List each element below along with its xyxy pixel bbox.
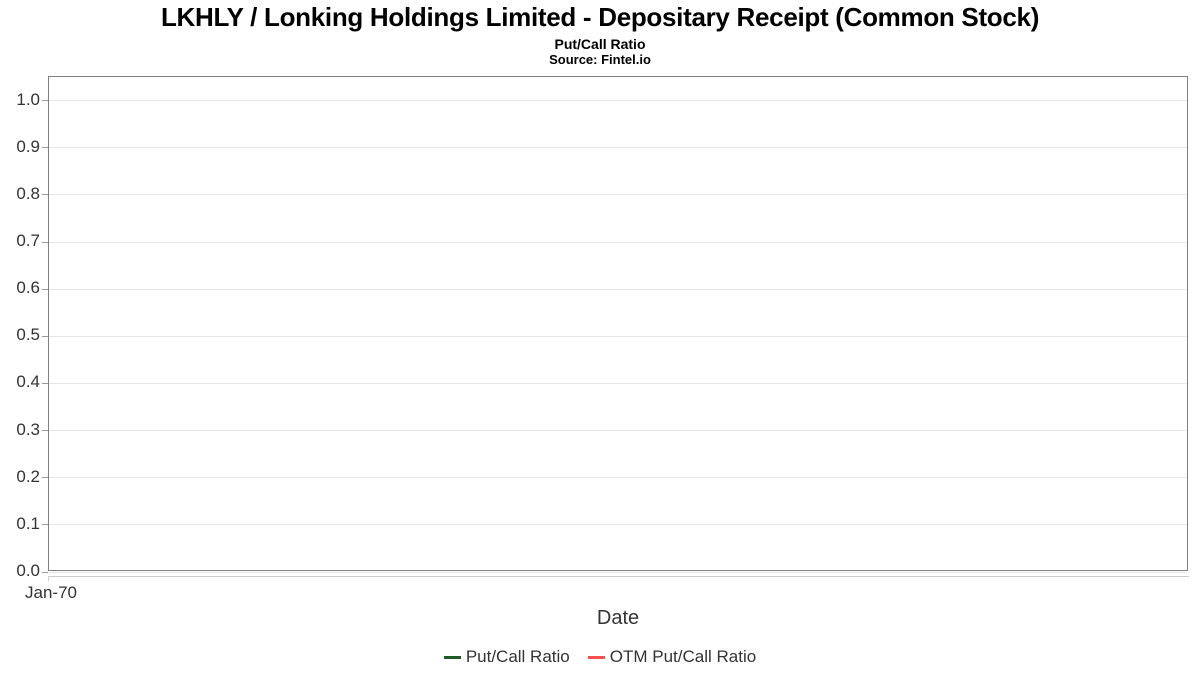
y-axis-tick — [42, 382, 48, 384]
y-axis-tick — [42, 147, 48, 149]
plot-area — [42, 76, 1188, 573]
gridline — [49, 100, 1187, 102]
gridline — [49, 241, 1187, 243]
y-axis-tick — [42, 194, 48, 196]
x-axis-title: Date — [596, 607, 640, 629]
y-axis-label: 0.7 — [16, 231, 40, 250]
y-axis-label: 0.1 — [16, 513, 40, 533]
chart-subtitle: Put/Call Ratio — [554, 36, 646, 52]
legend-label-otm-put-call-ratio: OTM Put/Call Ratio — [609, 647, 757, 666]
y-axis-label: 0.6 — [16, 278, 40, 298]
y-axis-tick — [42, 288, 48, 290]
x-tick-label: Jan-70 — [25, 583, 77, 602]
y-axis-label: 1.0 — [16, 89, 40, 109]
gridline — [49, 288, 1187, 290]
x-axis-tick — [48, 576, 49, 581]
chart-title: LKHLY / Lonking Holdings Limited - Depos… — [160, 2, 1040, 32]
legend-item-otm-put-call-ratio[interactable]: OTM Put/Call Ratio — [587, 647, 757, 667]
y-axis-tick — [42, 524, 48, 526]
legend-swatch-put-call-ratio — [443, 655, 461, 659]
gridline — [49, 571, 1187, 573]
legend-item-put-call-ratio[interactable]: Put/Call Ratio — [443, 647, 570, 667]
y-axis-tick — [42, 477, 48, 479]
x-axis-line — [48, 576, 1189, 577]
gridline — [49, 335, 1187, 337]
chart-source: Source: Fintel.io — [549, 52, 651, 67]
gridline — [49, 477, 1187, 479]
y-axis-label: 0.9 — [16, 136, 40, 156]
legend-label-put-call-ratio: Put/Call Ratio — [465, 647, 570, 666]
y-axis-label: 0.4 — [16, 372, 40, 392]
gridline — [49, 194, 1187, 196]
y-axis-label: 0.3 — [16, 419, 40, 439]
y-axis-tick — [42, 335, 48, 337]
gridline — [49, 430, 1187, 432]
gridline — [49, 382, 1187, 384]
y-axis-label: 0.8 — [16, 183, 40, 203]
y-axis-tick — [42, 571, 48, 573]
y-axis-label: 0.0 — [16, 561, 40, 580]
legend-swatch-otm-put-call-ratio — [587, 655, 605, 659]
y-axis-tick — [42, 100, 48, 102]
y-axis-tick — [42, 430, 48, 432]
y-axis-label: 0.2 — [16, 466, 40, 486]
y-axis-labels: 0.0 0.1 0.2 0.3 0.4 0.5 0.6 0.7 0.8 0.9 1.0 — [0, 76, 40, 580]
gridline — [49, 524, 1187, 526]
y-axis-label: 0.5 — [16, 325, 40, 345]
legend: Put/Call Ratio OTM Put/Call Ratio — [0, 647, 1200, 667]
y-axis-tick — [42, 241, 48, 243]
gridline — [49, 147, 1187, 149]
